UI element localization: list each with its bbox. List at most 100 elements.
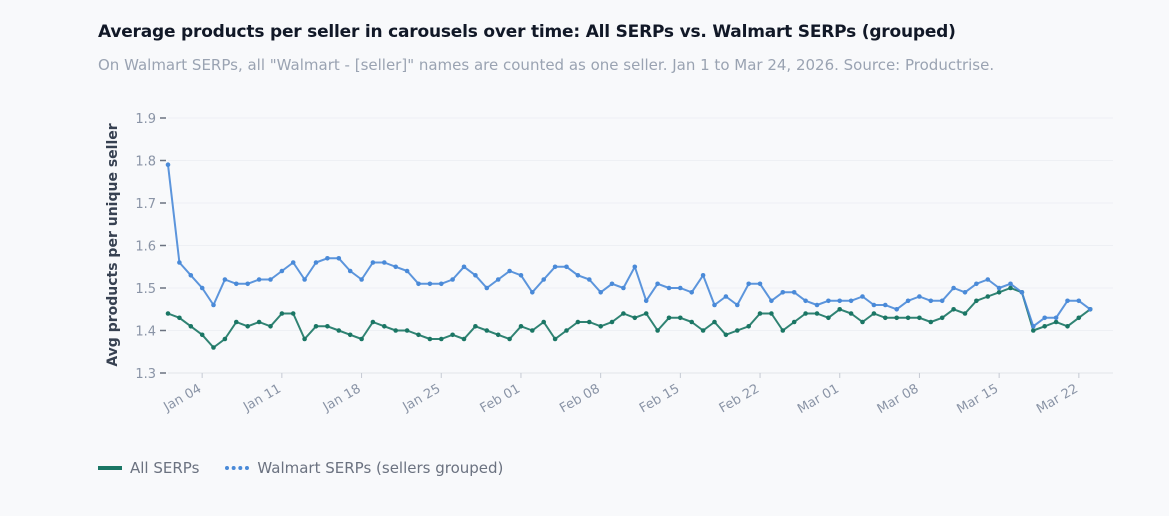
point-walmart-serps[interactable] bbox=[791, 290, 797, 295]
point-walmart-serps[interactable] bbox=[860, 294, 865, 299]
point-all-serps[interactable] bbox=[165, 311, 171, 316]
point-walmart-serps[interactable] bbox=[427, 281, 433, 287]
point-all-serps[interactable] bbox=[245, 324, 250, 329]
point-all-serps[interactable] bbox=[427, 336, 433, 342]
point-walmart-serps[interactable] bbox=[1076, 298, 1082, 304]
point-all-serps[interactable] bbox=[757, 311, 763, 316]
point-walmart-serps[interactable] bbox=[439, 281, 444, 287]
point-all-serps[interactable] bbox=[1042, 324, 1047, 329]
point-all-serps[interactable] bbox=[723, 332, 729, 338]
point-all-serps[interactable] bbox=[439, 336, 444, 342]
point-walmart-serps[interactable] bbox=[290, 260, 296, 265]
point-all-serps[interactable] bbox=[1008, 285, 1013, 291]
point-all-serps[interactable] bbox=[290, 311, 296, 316]
point-all-serps[interactable] bbox=[905, 315, 911, 321]
point-walmart-serps[interactable] bbox=[484, 285, 490, 291]
point-walmart-serps[interactable] bbox=[473, 273, 478, 278]
point-all-serps[interactable] bbox=[587, 319, 592, 325]
point-all-serps[interactable] bbox=[507, 336, 512, 342]
point-all-serps[interactable] bbox=[564, 328, 569, 333]
point-all-serps[interactable] bbox=[848, 311, 854, 316]
point-walmart-serps[interactable] bbox=[974, 281, 979, 287]
point-walmart-serps[interactable] bbox=[1087, 307, 1093, 312]
point-all-serps[interactable] bbox=[461, 336, 467, 342]
point-all-serps[interactable] bbox=[621, 311, 626, 316]
point-walmart-serps[interactable] bbox=[495, 277, 501, 282]
point-all-serps[interactable] bbox=[803, 311, 808, 316]
point-all-serps[interactable] bbox=[678, 315, 683, 321]
point-all-serps[interactable] bbox=[359, 336, 364, 342]
point-all-serps[interactable] bbox=[655, 328, 660, 333]
point-walmart-serps[interactable] bbox=[769, 298, 774, 304]
point-walmart-serps[interactable] bbox=[826, 298, 831, 304]
point-all-serps[interactable] bbox=[575, 319, 581, 325]
point-all-serps[interactable] bbox=[382, 324, 387, 329]
point-walmart-serps[interactable] bbox=[871, 302, 877, 308]
point-all-serps[interactable] bbox=[552, 336, 558, 342]
point-walmart-serps[interactable] bbox=[552, 264, 558, 270]
point-walmart-serps[interactable] bbox=[951, 285, 956, 291]
point-all-serps[interactable] bbox=[746, 324, 751, 329]
point-walmart-serps[interactable] bbox=[883, 302, 888, 308]
point-all-serps[interactable] bbox=[211, 345, 216, 350]
point-walmart-serps[interactable] bbox=[666, 285, 672, 291]
point-walmart-serps[interactable] bbox=[370, 260, 376, 265]
point-all-serps[interactable] bbox=[473, 324, 478, 329]
point-all-serps[interactable] bbox=[735, 328, 740, 333]
point-walmart-serps[interactable] bbox=[803, 298, 808, 304]
point-walmart-serps[interactable] bbox=[632, 264, 638, 270]
point-all-serps[interactable] bbox=[256, 319, 262, 325]
point-walmart-serps[interactable] bbox=[735, 302, 740, 308]
point-walmart-serps[interactable] bbox=[564, 264, 569, 270]
point-walmart-serps[interactable] bbox=[700, 273, 706, 278]
point-all-serps[interactable] bbox=[985, 294, 991, 299]
point-all-serps[interactable] bbox=[530, 328, 535, 333]
point-all-serps[interactable] bbox=[883, 315, 888, 321]
point-walmart-serps[interactable] bbox=[256, 277, 262, 282]
point-walmart-serps[interactable] bbox=[996, 285, 1002, 291]
point-walmart-serps[interactable] bbox=[302, 277, 307, 282]
point-all-serps[interactable] bbox=[632, 315, 638, 321]
point-walmart-serps[interactable] bbox=[530, 290, 535, 295]
point-all-serps[interactable] bbox=[826, 315, 831, 321]
point-all-serps[interactable] bbox=[689, 319, 694, 325]
point-all-serps[interactable] bbox=[939, 315, 945, 321]
point-all-serps[interactable] bbox=[234, 319, 239, 325]
point-walmart-serps[interactable] bbox=[939, 298, 945, 304]
point-all-serps[interactable] bbox=[222, 336, 228, 342]
point-all-serps[interactable] bbox=[791, 319, 797, 325]
point-all-serps[interactable] bbox=[347, 332, 353, 338]
point-walmart-serps[interactable] bbox=[336, 255, 342, 261]
point-walmart-serps[interactable] bbox=[450, 277, 455, 282]
point-walmart-serps[interactable] bbox=[962, 290, 968, 295]
point-all-serps[interactable] bbox=[518, 324, 524, 329]
point-walmart-serps[interactable] bbox=[393, 264, 399, 270]
point-all-serps[interactable] bbox=[917, 315, 922, 321]
point-all-serps[interactable] bbox=[177, 315, 182, 321]
point-all-serps[interactable] bbox=[199, 332, 205, 338]
point-all-serps[interactable] bbox=[370, 319, 376, 325]
point-all-serps[interactable] bbox=[951, 307, 956, 312]
point-all-serps[interactable] bbox=[404, 328, 410, 333]
point-all-serps[interactable] bbox=[700, 328, 706, 333]
point-all-serps[interactable] bbox=[1065, 324, 1070, 329]
point-walmart-serps[interactable] bbox=[177, 260, 182, 265]
point-walmart-serps[interactable] bbox=[723, 294, 729, 299]
point-walmart-serps[interactable] bbox=[416, 281, 421, 287]
point-walmart-serps[interactable] bbox=[359, 277, 364, 282]
point-all-serps[interactable] bbox=[393, 328, 399, 333]
point-walmart-serps[interactable] bbox=[814, 302, 820, 308]
point-walmart-serps[interactable] bbox=[245, 281, 250, 287]
point-all-serps[interactable] bbox=[279, 311, 285, 316]
point-walmart-serps[interactable] bbox=[780, 290, 786, 295]
point-walmart-serps[interactable] bbox=[313, 260, 319, 265]
point-walmart-serps[interactable] bbox=[325, 255, 330, 261]
point-walmart-serps[interactable] bbox=[1065, 298, 1070, 304]
legend-item-all-serps[interactable]: All SERPs bbox=[98, 459, 199, 477]
point-all-serps[interactable] bbox=[188, 324, 194, 329]
point-all-serps[interactable] bbox=[769, 311, 774, 316]
point-all-serps[interactable] bbox=[666, 315, 672, 321]
point-walmart-serps[interactable] bbox=[1053, 315, 1059, 321]
point-walmart-serps[interactable] bbox=[1031, 324, 1036, 329]
point-all-serps[interactable] bbox=[1053, 319, 1059, 325]
